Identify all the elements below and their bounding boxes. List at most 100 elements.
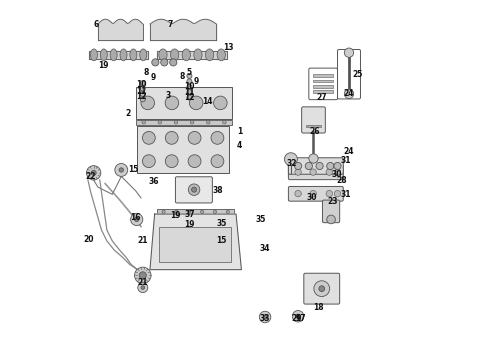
Circle shape [115,163,128,176]
Circle shape [190,121,194,124]
Text: 25: 25 [353,70,363,79]
Circle shape [334,190,341,197]
Text: 9: 9 [194,77,199,86]
Circle shape [326,169,333,175]
Text: 9: 9 [151,73,156,82]
Circle shape [316,162,323,170]
Text: 22: 22 [86,172,96,181]
Circle shape [200,210,204,213]
Circle shape [138,283,148,293]
Circle shape [158,121,162,124]
Circle shape [165,131,178,144]
Circle shape [327,215,335,224]
Text: 27: 27 [317,93,327,102]
Circle shape [309,154,318,163]
Bar [313,74,333,77]
Circle shape [165,96,179,110]
Circle shape [91,170,96,175]
Text: 30: 30 [306,193,317,202]
Bar [137,126,229,173]
Text: 38: 38 [213,186,223,195]
Text: 37: 37 [184,210,195,219]
Circle shape [259,311,271,323]
Text: 8: 8 [144,68,149,77]
Circle shape [140,91,146,96]
Text: 21: 21 [138,237,148,246]
Text: 24: 24 [344,147,354,156]
Text: 14: 14 [202,96,213,105]
Text: 5: 5 [187,68,192,77]
Text: 19: 19 [98,61,109,70]
Bar [306,125,321,127]
Text: 12: 12 [136,92,146,101]
Circle shape [187,95,192,100]
Text: 31: 31 [340,156,351,165]
FancyBboxPatch shape [302,107,325,133]
Text: 35: 35 [217,219,227,228]
Ellipse shape [171,49,179,61]
Circle shape [222,121,226,124]
Ellipse shape [217,49,225,61]
Circle shape [344,89,354,99]
Text: 33: 33 [260,314,270,323]
Circle shape [214,96,227,110]
Text: 32: 32 [286,159,297,168]
FancyBboxPatch shape [289,186,343,201]
FancyBboxPatch shape [289,165,343,180]
Polygon shape [150,214,242,270]
Bar [313,85,333,88]
Circle shape [211,131,224,144]
Circle shape [334,169,341,175]
Circle shape [294,162,302,170]
Circle shape [139,272,147,279]
Circle shape [189,96,203,110]
Circle shape [314,281,330,297]
Bar [136,87,232,119]
Circle shape [141,286,145,289]
Circle shape [161,59,168,66]
Ellipse shape [205,49,214,61]
Circle shape [143,155,155,167]
Ellipse shape [91,49,98,61]
Circle shape [211,155,224,167]
Circle shape [141,96,154,110]
Circle shape [135,217,139,222]
Circle shape [135,267,151,284]
Text: 16: 16 [130,213,141,222]
Text: 3: 3 [165,91,171,100]
Ellipse shape [194,49,202,61]
Circle shape [206,121,210,124]
Circle shape [170,59,177,66]
Text: 19: 19 [184,220,195,229]
Text: 12: 12 [184,93,195,102]
Circle shape [188,155,201,167]
Text: 15: 15 [217,237,227,246]
Circle shape [263,315,267,319]
Text: 35: 35 [256,215,267,224]
Text: 18: 18 [313,303,324,312]
Text: 11: 11 [136,86,146,95]
Circle shape [295,169,301,175]
Circle shape [152,59,159,66]
Circle shape [213,210,217,213]
Circle shape [143,131,155,144]
Ellipse shape [140,49,147,61]
Circle shape [119,168,123,172]
FancyBboxPatch shape [304,273,340,304]
Polygon shape [89,51,148,59]
Circle shape [188,131,201,144]
Polygon shape [157,51,227,59]
Text: 36: 36 [148,177,159,186]
Text: 34: 34 [260,244,270,253]
Circle shape [174,121,178,124]
Circle shape [187,84,192,89]
Ellipse shape [182,49,191,61]
Text: 7: 7 [167,19,172,28]
Text: 31: 31 [340,190,351,199]
Circle shape [131,213,143,226]
Text: 1: 1 [237,127,242,136]
Circle shape [188,184,200,195]
Text: 10: 10 [136,81,146,90]
Circle shape [293,311,304,322]
Circle shape [188,210,191,213]
